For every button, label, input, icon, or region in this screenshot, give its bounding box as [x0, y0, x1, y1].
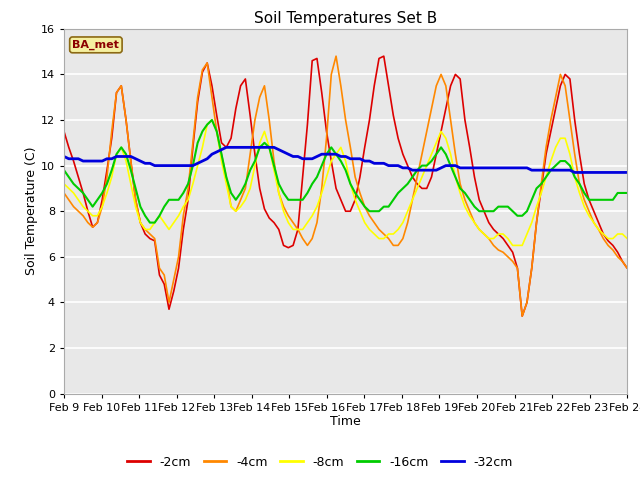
-16cm — [399, 185, 406, 191]
-4cm — [60, 190, 68, 196]
-4cm — [523, 300, 531, 305]
-2cm — [237, 83, 244, 89]
-4cm — [332, 53, 340, 59]
Legend: -2cm, -4cm, -8cm, -16cm, -32cm: -2cm, -4cm, -8cm, -16cm, -32cm — [122, 451, 518, 474]
-2cm — [380, 53, 388, 59]
-2cm — [552, 106, 559, 111]
-8cm — [175, 213, 182, 219]
Line: -2cm: -2cm — [64, 56, 627, 316]
-16cm — [480, 208, 488, 214]
Title: Soil Temperatures Set B: Soil Temperatures Set B — [254, 11, 437, 26]
-4cm — [552, 94, 559, 100]
-4cm — [175, 254, 182, 260]
-8cm — [623, 236, 631, 241]
-8cm — [208, 117, 216, 123]
-32cm — [60, 154, 68, 159]
-32cm — [394, 163, 402, 168]
-16cm — [523, 208, 531, 214]
-2cm — [523, 300, 531, 305]
-8cm — [60, 181, 68, 187]
Line: -4cm: -4cm — [64, 56, 627, 316]
X-axis label: Time: Time — [330, 415, 361, 429]
-8cm — [476, 227, 483, 232]
-32cm — [571, 169, 579, 175]
-32cm — [175, 163, 182, 168]
-16cm — [623, 190, 631, 196]
-4cm — [476, 227, 483, 232]
-16cm — [179, 190, 187, 196]
Y-axis label: Soil Temperature (C): Soil Temperature (C) — [25, 147, 38, 276]
-8cm — [394, 227, 402, 232]
-16cm — [60, 167, 68, 173]
-4cm — [237, 197, 244, 203]
-32cm — [241, 144, 249, 150]
Text: BA_met: BA_met — [72, 40, 119, 50]
-4cm — [394, 242, 402, 248]
-16cm — [246, 167, 254, 173]
-2cm — [60, 129, 68, 134]
-32cm — [518, 165, 526, 171]
-8cm — [509, 242, 516, 248]
-16cm — [146, 220, 154, 226]
-2cm — [476, 197, 483, 203]
-2cm — [518, 313, 526, 319]
-2cm — [394, 135, 402, 141]
Line: -16cm: -16cm — [64, 120, 627, 223]
-8cm — [552, 144, 559, 150]
-2cm — [175, 265, 182, 271]
-2cm — [623, 265, 631, 271]
-4cm — [518, 313, 526, 319]
-32cm — [476, 165, 483, 171]
-4cm — [623, 265, 631, 271]
-32cm — [547, 167, 555, 173]
-8cm — [523, 231, 531, 237]
Line: -32cm: -32cm — [64, 147, 627, 172]
-32cm — [223, 144, 230, 150]
-16cm — [208, 117, 216, 123]
Line: -8cm: -8cm — [64, 120, 627, 245]
-16cm — [552, 163, 559, 168]
-8cm — [241, 197, 249, 203]
-32cm — [623, 169, 631, 175]
